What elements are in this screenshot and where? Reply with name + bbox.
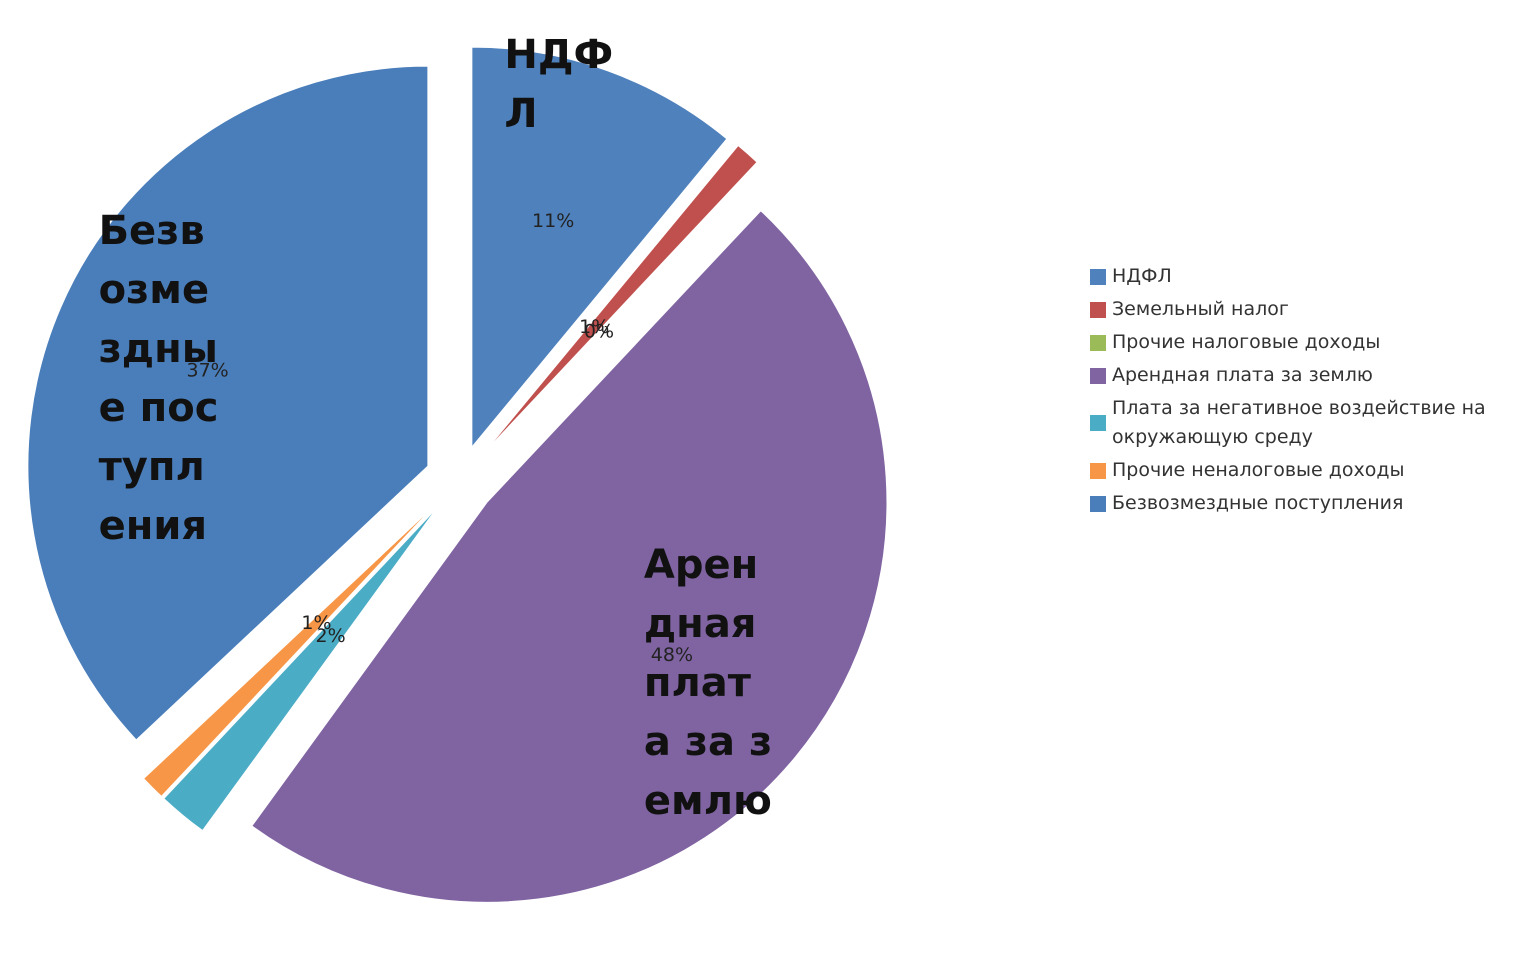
data-label: 2%: [316, 625, 346, 647]
legend-item: Арендная плата за землю: [1090, 361, 1526, 390]
pie-slice: [471, 46, 728, 449]
legend-label: Плата за негативное воздействие на окруж…: [1112, 397, 1486, 448]
slice-name: НДФЛ: [504, 32, 614, 138]
legend-label: НДФЛ: [1112, 265, 1172, 287]
legend-item: Прочие налоговые доходы: [1090, 328, 1526, 357]
legend-swatch: [1090, 334, 1106, 351]
legend-item: НДФЛ: [1090, 262, 1526, 291]
legend-label: Арендная плата за землю: [1112, 364, 1373, 386]
legend-item: Земельный налог: [1090, 295, 1526, 324]
pie-slice: [27, 65, 429, 741]
legend-label: Земельный налог: [1112, 298, 1289, 320]
legend-swatch: [1090, 367, 1106, 384]
data-label: 1%: [301, 612, 331, 634]
legend-item: Прочие неналоговые доходы: [1090, 456, 1526, 485]
pie-slice: [251, 210, 888, 903]
pie-slice: [483, 162, 759, 455]
data-label: 11%: [532, 210, 574, 232]
data-label: 37%: [187, 359, 229, 381]
legend-label: Безвозмездные поступления: [1112, 492, 1404, 514]
chart: 11%1%0%48%2%1%37%: [27, 46, 888, 903]
legend-swatch: [1090, 462, 1106, 479]
pie-slice: [482, 144, 758, 455]
legend-item: Безвозмездные поступления: [1090, 489, 1526, 518]
legend-swatch: [1090, 495, 1106, 512]
legend-item: Плата за негативное воздействие на окруж…: [1090, 394, 1526, 452]
slice-name: Безвозмездные поступления: [98, 207, 219, 549]
pie-slice: [163, 506, 439, 832]
data-label: 48%: [651, 644, 693, 666]
legend-swatch: [1090, 268, 1106, 285]
legend-label: Прочие неналоговые доходы: [1112, 459, 1405, 481]
slice-name: Арендная плата за землю: [643, 541, 773, 824]
legend-swatch: [1090, 415, 1106, 431]
legend-swatch: [1090, 301, 1106, 318]
data-label: 0%: [584, 321, 614, 343]
data-label: 1%: [579, 316, 609, 338]
legend: НДФЛ Земельный налог Прочие налоговые дохо…: [1090, 262, 1526, 522]
legend-label: Прочие налоговые доходы: [1112, 331, 1381, 353]
pie-slice: [142, 504, 436, 798]
